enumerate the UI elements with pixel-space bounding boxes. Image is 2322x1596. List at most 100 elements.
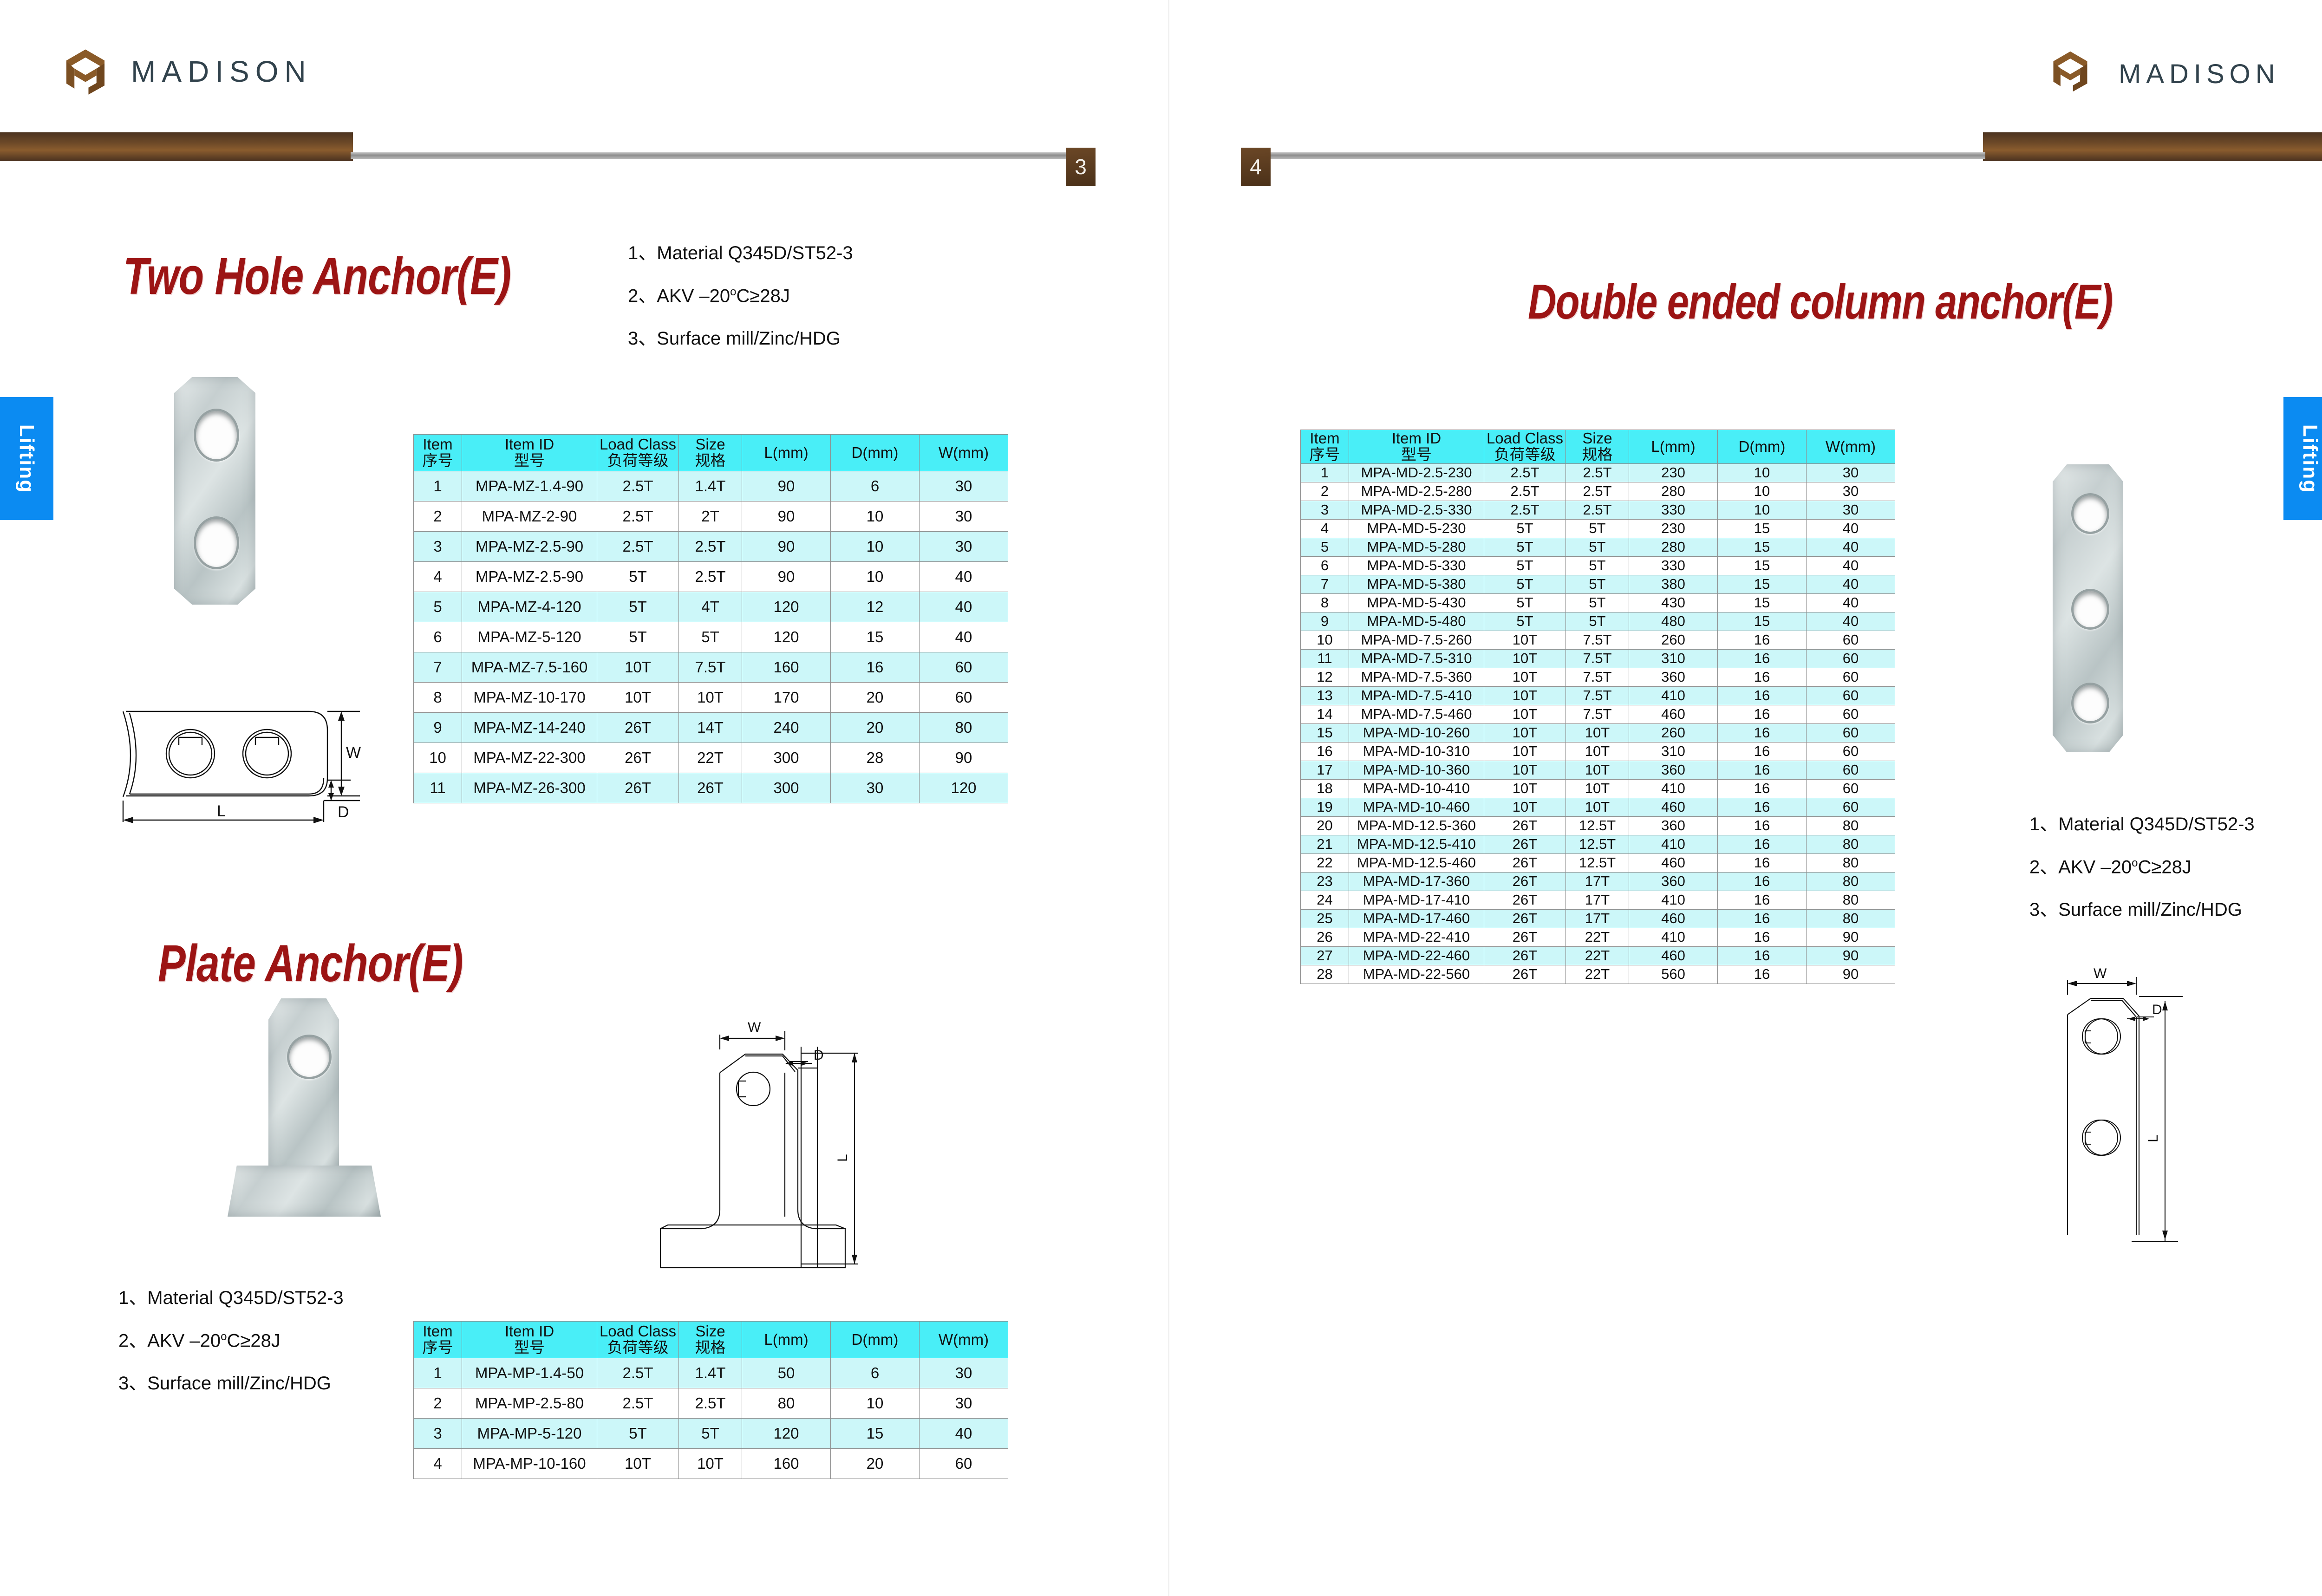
cell-load-class: 5T: [1484, 538, 1566, 557]
product-photo-plate-anchor: [228, 998, 381, 1217]
spec-material: 1、Material Q345D/ST52-3: [118, 1288, 344, 1308]
cell-load-class: 10T: [1484, 668, 1566, 687]
col-item: Item 序号: [413, 434, 462, 471]
cell-item: 1: [1300, 463, 1349, 482]
photo-hole: [2071, 683, 2109, 723]
side-tab-label: Lifting: [2299, 424, 2322, 493]
spec-surface: 3、Surface mill/Zinc/HDG: [628, 328, 841, 349]
cell-size: 1.4T: [678, 471, 742, 502]
cell-item-id: MPA-MP-2.5-80: [462, 1388, 597, 1419]
cell-width: 90: [1806, 946, 1895, 965]
cell-size: 10T: [1565, 761, 1629, 780]
col-item: Item 序号: [1300, 430, 1349, 464]
spec-material: 1、Material Q345D/ST52-3: [2029, 814, 2255, 834]
cell-load-class: 2.5T: [597, 1388, 679, 1419]
col-width: W(mm): [1806, 430, 1895, 464]
spec-akv: 2、AKV –20oC≥28J: [118, 1330, 280, 1351]
cell-diameter: 16: [1717, 946, 1807, 965]
cell-length: 160: [742, 652, 831, 683]
cell-width: 60: [1806, 798, 1895, 817]
cell-length: 280: [1629, 482, 1718, 501]
dimension-label-d: D: [2152, 1002, 2162, 1017]
cell-length: 300: [742, 743, 831, 773]
cell-diameter: 10: [1717, 482, 1807, 501]
cell-diameter: 16: [1717, 779, 1807, 798]
cell-item: 2: [413, 1388, 462, 1419]
col-load-class: Load Class 负荷等级: [597, 1321, 679, 1358]
cell-size: 5T: [1565, 538, 1629, 557]
cell-load-class: 26T: [1484, 965, 1566, 984]
spec-akv: 2、AKV –20oC≥28J: [628, 286, 790, 306]
cell-load-class: 5T: [597, 1418, 679, 1449]
cell-length: 430: [1629, 593, 1718, 612]
col-diameter: D(mm): [830, 1321, 920, 1358]
cell-item: 7: [413, 652, 462, 683]
cell-item: 13: [1300, 686, 1349, 705]
cell-size: 4T: [678, 592, 742, 622]
cell-item: 12: [1300, 668, 1349, 687]
cell-item-id: MPA-MZ-2-90: [462, 501, 597, 532]
cell-width: 60: [1806, 705, 1895, 724]
cell-size: 17T: [1565, 891, 1629, 910]
header-rule-right: [1268, 152, 1985, 159]
dimension-label-l: L: [2146, 1134, 2161, 1142]
header-rule-left: [351, 152, 1066, 159]
cell-width: 30: [1806, 482, 1895, 501]
cell-load-class: 10T: [1484, 649, 1566, 668]
cell-size: 14T: [678, 712, 742, 743]
cell-size: 2.5T: [1565, 463, 1629, 482]
cell-item-id: MPA-MD-12.5-410: [1349, 835, 1484, 854]
spec-table-plate-anchor: Item 序号 Item ID 型号 Load Class 负荷等级 Size …: [413, 1321, 1008, 1479]
cell-length: 410: [1629, 891, 1718, 910]
col-diameter: D(mm): [1717, 430, 1807, 464]
cell-load-class: 26T: [597, 773, 679, 803]
cell-load-class: 10T: [1484, 705, 1566, 724]
cell-load-class: 10T: [1484, 761, 1566, 780]
dimension-label-w: W: [748, 1020, 761, 1035]
cell-length: 360: [1629, 668, 1718, 687]
table-row: 5 MPA-MZ-4-120 5T 4T 120 12 40: [413, 592, 1008, 622]
cell-diameter: 6: [830, 1358, 920, 1388]
cell-width: 80: [1806, 816, 1895, 835]
cell-item-id: MPA-MD-17-460: [1349, 909, 1484, 928]
cell-width: 80: [1806, 853, 1895, 873]
cell-item: 10: [1300, 631, 1349, 650]
cell-item: 16: [1300, 742, 1349, 761]
cell-item-id: MPA-MD-22-410: [1349, 928, 1484, 947]
product-photo-double-ended-column-anchor: [2053, 464, 2123, 752]
cell-diameter: 16: [1717, 798, 1807, 817]
table-row: 7 MPA-MZ-7.5-160 10T 7.5T 160 16 60: [413, 652, 1008, 683]
cell-diameter: 15: [830, 1418, 920, 1449]
cell-load-class: 2.5T: [597, 471, 679, 502]
cell-item-id: MPA-MD-12.5-460: [1349, 853, 1484, 873]
cell-width: 30: [919, 471, 1008, 502]
cell-size: 22T: [1565, 946, 1629, 965]
cell-width: 80: [1806, 835, 1895, 854]
cell-size: 17T: [1565, 909, 1629, 928]
cell-diameter: 16: [1717, 761, 1807, 780]
table-row: 21 MPA-MD-12.5-410 26T 12.5T 410 16 80: [1300, 835, 1895, 854]
table-row: 3 MPA-MZ-2.5-90 2.5T 2.5T 90 10 30: [413, 531, 1008, 562]
cell-load-class: 5T: [597, 622, 679, 652]
table-row: 1 MPA-MP-1.4-50 2.5T 1.4T 50 6 30: [413, 1358, 1008, 1388]
cell-item: 3: [1300, 501, 1349, 520]
cell-size: 1.4T: [678, 1358, 742, 1388]
cell-load-class: 26T: [1484, 891, 1566, 910]
dimension-label-l: L: [835, 1154, 850, 1162]
cell-size: 10T: [678, 1448, 742, 1479]
cell-item-id: MPA-MZ-1.4-90: [462, 471, 597, 502]
cell-item-id: MPA-MD-5-430: [1349, 593, 1484, 612]
cell-load-class: 10T: [1484, 723, 1566, 743]
table-row: 12 MPA-MD-7.5-360 10T 7.5T 360 16 60: [1300, 668, 1895, 687]
cell-item: 5: [1300, 538, 1349, 557]
cell-size: 7.5T: [678, 652, 742, 683]
cell-item: 4: [413, 561, 462, 592]
cell-item-id: MPA-MZ-2.5-90: [462, 531, 597, 562]
cell-length: 50: [742, 1358, 831, 1388]
cell-load-class: 10T: [1484, 686, 1566, 705]
cell-size: 2.5T: [678, 1388, 742, 1419]
cell-load-class: 10T: [1484, 779, 1566, 798]
table-row: 10 MPA-MD-7.5-260 10T 7.5T 260 16 60: [1300, 631, 1895, 650]
cell-load-class: 2.5T: [597, 531, 679, 562]
cell-diameter: 16: [1717, 853, 1807, 873]
